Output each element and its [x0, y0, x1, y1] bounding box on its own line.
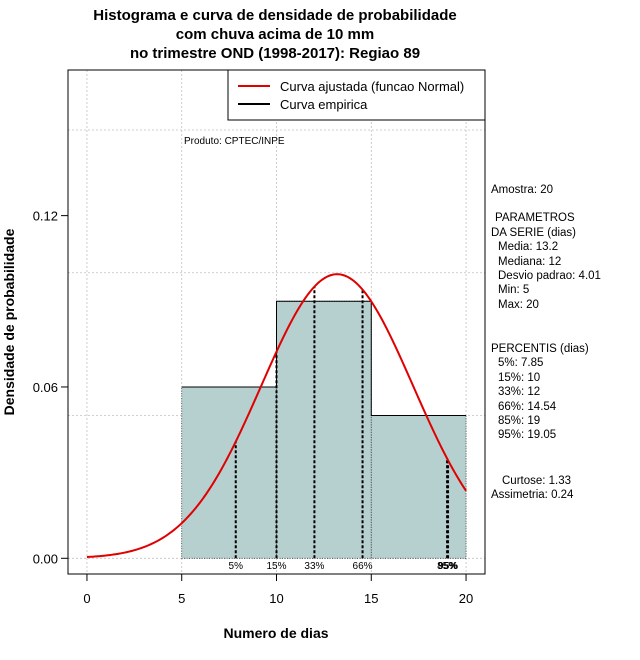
parametros-header-1: PARAMETROS [495, 212, 575, 224]
legend-box [227, 69, 486, 121]
percentil-66: 66%: 14.54 [498, 401, 557, 413]
x-tick-label-2: 10 [269, 591, 283, 606]
legend-label-normal: Curva ajustada (funcao Normal) [280, 79, 464, 94]
title-line-1: Histograma e curva de densidade de proba… [93, 7, 456, 24]
x-axis-label: Numero de dias [223, 625, 328, 641]
percentile-label-2: 33% [304, 561, 324, 572]
percentil-5: 5%: 7.85 [498, 357, 543, 369]
normal-curve [86, 273, 467, 559]
percentile-label-1: 15% [266, 561, 286, 572]
x-tick-label-3: 15 [364, 591, 378, 606]
chart-title: Histograma e curva de densidade de proba… [93, 7, 456, 62]
product-annotation: Produto: CPTEC/INPE [184, 136, 285, 147]
stat-curtose: Curtose: 1.33 [502, 475, 571, 487]
legend: Curva ajustada (funcao Normal) Curva emp… [227, 69, 486, 121]
x-tick-label-0: 0 [83, 591, 90, 606]
percentil-33: 33%: 12 [498, 386, 540, 398]
histogram-bar-1 [276, 301, 372, 559]
percentile-label-0: 5% [229, 561, 244, 572]
percentile-label-3: 66% [353, 561, 373, 572]
curve-layer [86, 273, 467, 559]
histogram-bar-0 [181, 386, 277, 559]
stat-desvio: Desvio padrao: 4.01 [498, 270, 601, 282]
parametros-header-2: DA SERIE (dias) [491, 227, 576, 239]
stat-media: Media: 13.2 [498, 241, 558, 253]
title-line-2: com chuva acima de 10 mm [176, 26, 374, 43]
y-tick-label-1: 0.06 [33, 380, 58, 395]
percentil-95: 95%: 19.05 [498, 429, 556, 441]
x-axis: 0 5 10 15 20 [83, 573, 473, 606]
stat-min: Min: 5 [498, 284, 529, 296]
percentile-label-4: 85% [437, 561, 457, 572]
legend-label-empirical: Curva empirica [280, 97, 368, 112]
stat-mediana: Mediana: 12 [498, 256, 561, 268]
x-tick-label-4: 20 [459, 591, 473, 606]
stats-panel: Amostra: 20 PARAMETROS DA SERIE (dias) M… [491, 184, 601, 501]
stat-amostra: Amostra: 20 [491, 184, 553, 196]
bars-layer [181, 300, 467, 559]
title-line-3: no trimestre OND (1998-2017): Regiao 89 [130, 45, 420, 62]
histogram-bar-2 [371, 415, 467, 559]
percentil-15: 15%: 10 [498, 372, 540, 384]
y-axis: 0.00 0.06 0.12 [33, 209, 69, 566]
stat-max: Max: 20 [498, 299, 539, 311]
stat-assimetria: Assimetria: 0.24 [491, 489, 574, 501]
y-axis-label: Densidade de probabilidade [1, 228, 17, 415]
y-tick-label-0: 0.00 [33, 551, 58, 566]
y-tick-label-2: 0.12 [33, 209, 58, 224]
percentil-85: 85%: 19 [498, 415, 540, 427]
percentis-header: PERCENTIS (dias) [491, 343, 589, 355]
percentile-label-5: 95% [438, 561, 458, 572]
x-tick-label-1: 5 [178, 591, 185, 606]
